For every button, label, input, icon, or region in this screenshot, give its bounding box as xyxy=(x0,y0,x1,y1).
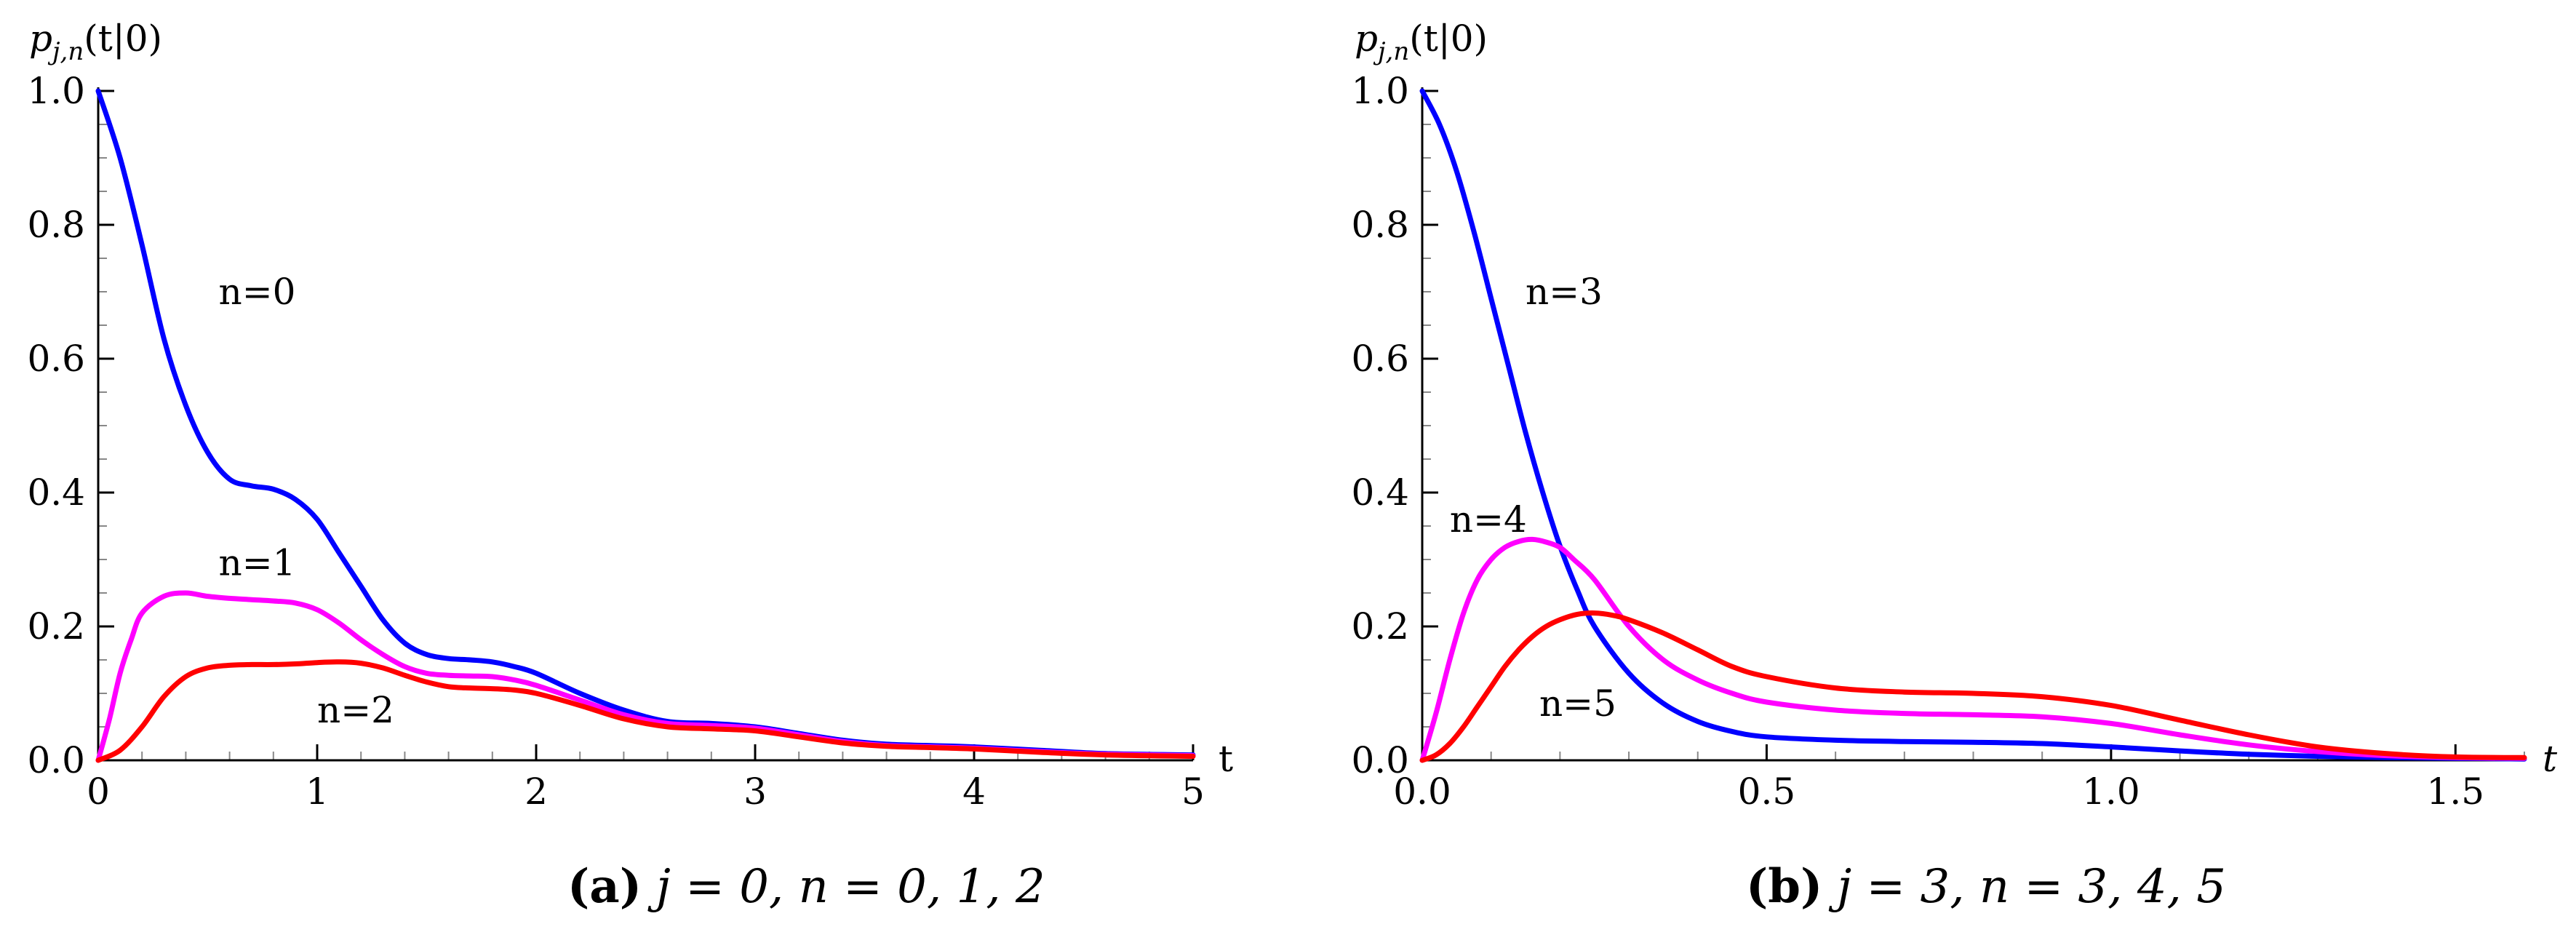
curve-label-b-n5: n=5 xyxy=(1539,682,1616,725)
curve-label-b-n4: n=4 xyxy=(1450,498,1527,541)
x-axis-label-a: t xyxy=(1219,738,1233,780)
x-tick-label-a: 1 xyxy=(306,770,329,813)
x-tick-label-a: 2 xyxy=(525,770,548,813)
caption-b: (b) j = 3, n = 3, 4, 5 xyxy=(1746,859,2226,914)
y-tick-label-a: 0.4 xyxy=(27,471,85,514)
x-tick-label-b: 1.0 xyxy=(2082,770,2140,813)
y-tick-label-a: 0.8 xyxy=(27,204,85,246)
series-line-a-n0 xyxy=(95,88,1196,758)
series-line-a-n2 xyxy=(95,659,1196,763)
y-tick-label-a: 1.0 xyxy=(27,70,85,112)
x-tick-label-a: 4 xyxy=(962,770,986,813)
x-axis-label-b: t xyxy=(2543,738,2558,780)
x-tick-label-a: 0 xyxy=(87,770,110,813)
y-tick-label-a: 0.0 xyxy=(27,739,85,781)
x-tick-label-a: 3 xyxy=(743,770,767,813)
y-axis-label-b: pj,n(t|0) xyxy=(1355,17,1488,66)
y-tick-label-a: 0.6 xyxy=(27,338,85,380)
curve-label-b-n3: n=3 xyxy=(1526,271,1603,313)
panel-b: pj,n(t|0) t (b) j = 3, n = 3, 4, 5 0.0 0.2… xyxy=(1351,17,2558,914)
y-axis-label-a: pj,n(t|0) xyxy=(29,17,162,66)
x-tick-label-b: 1.5 xyxy=(2427,770,2485,813)
curve-label-a-n1: n=1 xyxy=(219,542,296,584)
curve-label-a-n2: n=2 xyxy=(317,689,394,731)
curve-label-a-n0: n=0 xyxy=(219,271,296,313)
y-tick-label-b: 0.4 xyxy=(1351,471,1409,514)
y-tick-label-b: 0.8 xyxy=(1351,204,1409,246)
x-tick-label-b: 0.0 xyxy=(1393,770,1451,813)
y-tick-label-b: 1.0 xyxy=(1351,70,1409,112)
y-tick-label-a: 0.2 xyxy=(27,605,85,648)
panel-a: pj,n(t|0) t (a) j = 0, n = 0, 1, 2 0.0 0.2… xyxy=(27,17,1233,914)
series-line-a-n1 xyxy=(95,590,1196,763)
y-tick-label-b: 0.0 xyxy=(1351,739,1409,781)
x-tick-label-b: 0.5 xyxy=(1738,770,1796,813)
series-line-b-n3 xyxy=(1419,88,2527,762)
series-line-b-n5 xyxy=(1419,610,2527,763)
y-tick-label-b: 0.2 xyxy=(1351,605,1409,648)
x-tick-label-a: 5 xyxy=(1181,770,1205,813)
caption-a: (a) j = 0, n = 0, 1, 2 xyxy=(567,859,1045,914)
series-line-b-n4 xyxy=(1419,536,2527,763)
y-tick-label-b: 0.6 xyxy=(1351,338,1409,380)
